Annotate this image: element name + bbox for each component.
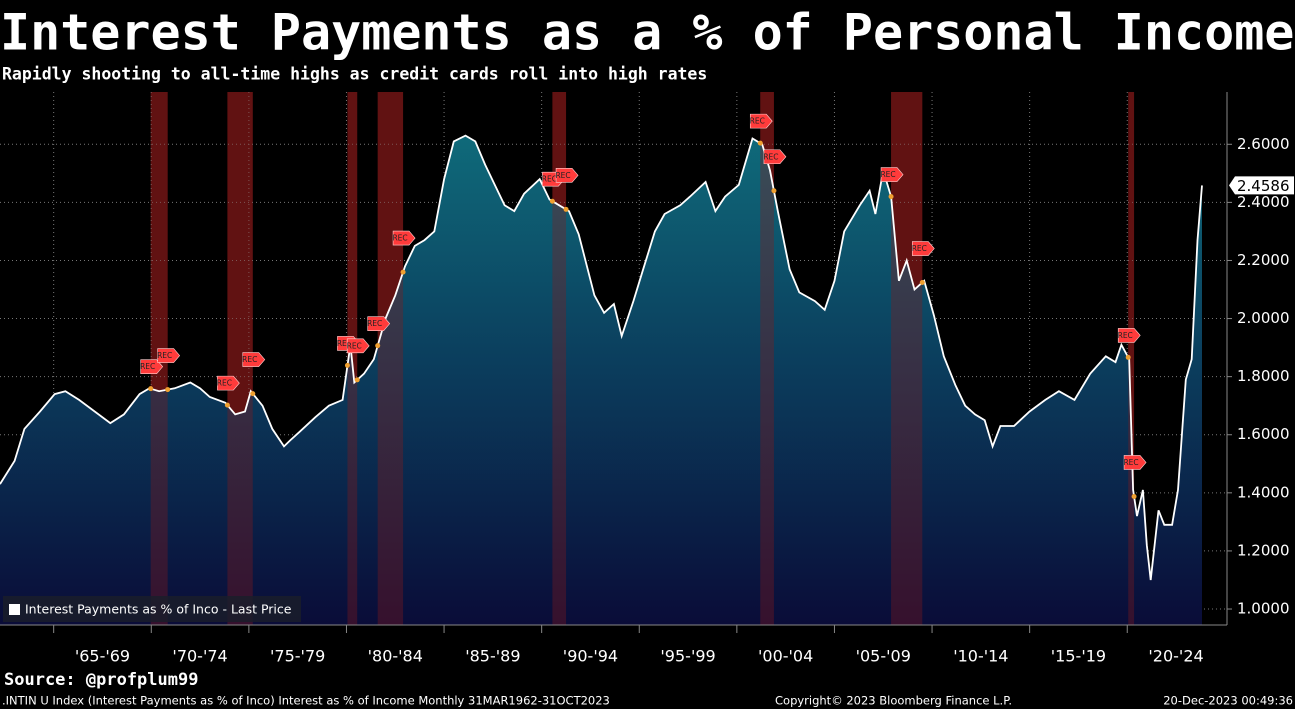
recession-overlay <box>377 92 404 625</box>
recession-tag-label: REC <box>217 379 232 388</box>
recession-tag-label: REC <box>140 362 155 371</box>
chart-subtitle: Rapidly shooting to all-time highs as cr… <box>2 65 707 84</box>
area-fill <box>0 135 1202 625</box>
recession-tag <box>392 230 416 246</box>
y-tick-label: 1.2000 <box>1237 541 1290 559</box>
footer-right: 20-Dec-2023 00:49:36 <box>1163 694 1293 708</box>
x-tick-label: '90-'94 <box>563 647 618 666</box>
recession-dot <box>1125 354 1131 360</box>
recession-tag <box>140 359 164 374</box>
recession-tag-label: REC <box>242 355 257 364</box>
x-tick-label: '00-'04 <box>758 647 813 666</box>
recession-tag-label: REC <box>1118 331 1133 340</box>
footer-left: .INTIN U Index (Interest Payments as % o… <box>2 694 610 708</box>
chart-title: Interest Payments as a % of Personal Inc… <box>0 4 1294 62</box>
recession-tag <box>1123 455 1147 470</box>
recession-dot <box>400 269 406 275</box>
x-tick-label: '15-'19 <box>1051 647 1106 666</box>
recession-dot <box>165 387 171 393</box>
recession-tag <box>911 241 935 256</box>
recession-tag <box>346 338 370 354</box>
recession-overlay <box>760 92 774 625</box>
plot-area: RECRECRECRECRECRECRECRECRECRECRECRECRECR… <box>0 92 1227 625</box>
recession-tag-label: REC <box>763 152 778 161</box>
recession-tag <box>555 168 579 183</box>
recession-band <box>1128 92 1135 625</box>
x-tick-label: '95-'99 <box>660 647 715 666</box>
recession-tag <box>217 375 240 391</box>
x-tick-label: '05-'09 <box>856 647 911 666</box>
y-tick-label: 2.2000 <box>1237 251 1290 269</box>
recession-dot <box>563 206 569 212</box>
recession-tag-label: REC <box>912 244 927 253</box>
recession-dot <box>757 140 763 146</box>
legend-box <box>3 596 301 622</box>
x-tick-label: '65-'69 <box>75 647 130 666</box>
last-value-box <box>1229 176 1294 195</box>
recession-dot <box>888 194 894 200</box>
recession-overlay <box>1128 92 1135 625</box>
recession-tag-label: REC <box>157 351 172 360</box>
recession-dot <box>250 391 256 397</box>
y-tick-label: 2.0000 <box>1237 309 1290 327</box>
recession-tag-label: REC <box>347 341 362 350</box>
recession-tag-label: REC <box>750 117 765 126</box>
legend-label: Interest Payments as % of Inco - Last Pr… <box>25 602 292 617</box>
x-tick-label: '10-'14 <box>953 647 1008 666</box>
recession-dot <box>771 188 777 194</box>
x-tick-label: '70-'74 <box>172 647 227 666</box>
line <box>0 134 1203 581</box>
x-tick-label: '75-'79 <box>270 647 325 666</box>
y-tick-label: 1.6000 <box>1237 425 1290 443</box>
recession-tag-label: REC <box>880 170 895 179</box>
recession-tag-label: REC <box>337 339 352 348</box>
y-tick-label: 1.4000 <box>1237 483 1290 501</box>
recession-dot <box>919 280 925 286</box>
x-tick-label: '20-'24 <box>1148 647 1203 666</box>
recession-dot <box>375 343 381 349</box>
recession-tag-label: REC <box>392 234 407 243</box>
recession-tag-label: REC <box>367 319 382 328</box>
recession-tag-label: REC <box>542 175 557 184</box>
recession-dot <box>344 362 350 368</box>
last-value-label: 2.4586 <box>1237 177 1290 195</box>
legend-swatch <box>9 604 20 615</box>
footer-center: Copyright© 2023 Bloomberg Finance L.P. <box>775 694 1012 708</box>
recession-tag <box>763 149 787 165</box>
recession-tag <box>157 348 181 363</box>
recession-dot <box>1131 493 1137 499</box>
y-tick-label: 2.4000 <box>1237 193 1290 211</box>
recession-dot <box>224 402 230 408</box>
recession-tag-label: REC <box>1123 458 1138 467</box>
x-tick-label: '85-'89 <box>465 647 520 666</box>
recession-tag <box>1117 328 1141 343</box>
y-tick-label: 1.8000 <box>1237 367 1290 385</box>
recession-overlay <box>552 92 567 625</box>
recession-tag-label: REC <box>555 171 570 180</box>
y-tick-label: 1.0000 <box>1237 600 1290 618</box>
recession-dot <box>148 386 154 392</box>
source: Source: @profplum99 <box>4 670 198 690</box>
y-tick-label: 2.6000 <box>1237 135 1290 153</box>
recession-tag <box>367 316 391 331</box>
recession-dot <box>549 198 555 204</box>
recession-tag <box>880 167 904 182</box>
x-tick-label: '80-'84 <box>368 647 423 666</box>
recession-tag <box>749 113 773 129</box>
recession-tag <box>242 352 266 367</box>
recession-dot <box>354 377 360 383</box>
